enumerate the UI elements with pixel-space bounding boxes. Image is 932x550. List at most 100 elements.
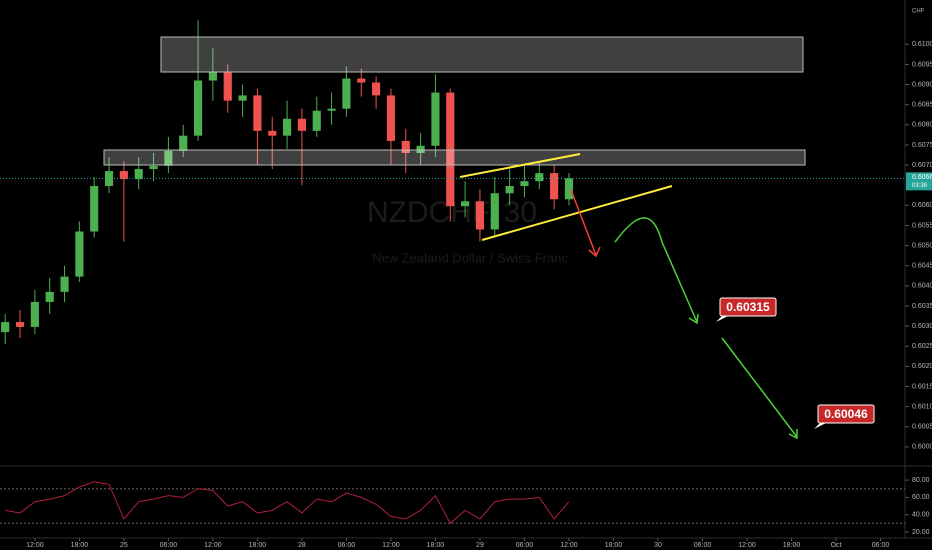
trend-line xyxy=(459,153,581,178)
current-price-label: 0.60667 xyxy=(912,174,932,181)
candle-body xyxy=(327,108,336,111)
current-price-box xyxy=(906,172,932,191)
candle-body xyxy=(505,186,514,194)
x-tick-label: 06:00 xyxy=(516,542,534,549)
resistance-zone xyxy=(160,36,804,73)
candle-body xyxy=(15,322,25,327)
candle-body xyxy=(223,72,232,101)
x-tick-label: 12:00 xyxy=(738,542,756,549)
candle-body xyxy=(179,135,188,151)
rsi-tick-label: 40.00 xyxy=(912,512,930,519)
currency: CHF xyxy=(912,9,925,15)
candle-body xyxy=(268,130,277,136)
candle-body xyxy=(238,95,247,101)
candle-body xyxy=(75,231,84,277)
x-tick-label: 29 xyxy=(476,542,484,549)
trend-line xyxy=(481,185,673,241)
x-tick-label: 06:00 xyxy=(694,542,712,549)
rsi-tick-label: 60.00 xyxy=(912,494,930,501)
x-tick-label: 06:00 xyxy=(160,542,178,549)
annotation: 0.60046 xyxy=(824,407,868,421)
x-tick-label: 25 xyxy=(120,542,128,549)
candle-body xyxy=(550,173,559,200)
candle-body xyxy=(1,322,10,333)
x-tick-label: 30 xyxy=(654,542,662,549)
annotation: 0.60315 xyxy=(726,300,770,314)
candle-body xyxy=(372,82,381,96)
candle-body xyxy=(461,201,470,207)
x-tick-label: 12:00 xyxy=(382,542,400,549)
annotation-pointer xyxy=(716,316,728,322)
annotation-pointer xyxy=(814,423,826,429)
support-zone xyxy=(103,149,806,166)
candle-body xyxy=(401,140,410,153)
candle-body xyxy=(45,291,54,302)
candle-body xyxy=(149,165,158,170)
candle-body xyxy=(253,95,262,131)
candle-body xyxy=(475,201,485,230)
candle-body xyxy=(90,186,99,232)
candle-body xyxy=(386,95,396,141)
y-tick-label: 0.60000 xyxy=(912,444,932,451)
x-tick-label: 12:00 xyxy=(26,542,44,549)
candle-body xyxy=(119,171,128,180)
annotation-box xyxy=(719,297,777,317)
x-tick-label: Oct xyxy=(831,542,842,549)
candle-body xyxy=(520,181,529,186)
marks xyxy=(1,20,574,345)
candle-body xyxy=(564,178,574,200)
x-tick-label: 12:00 xyxy=(204,542,222,549)
annotation-box xyxy=(817,404,875,424)
x-tick-label: 06:00 xyxy=(338,542,356,549)
rsi-tick-label: 20.00 xyxy=(912,529,930,536)
candle-body xyxy=(282,118,292,136)
candle-body xyxy=(357,78,366,83)
candle-body xyxy=(104,171,114,186)
watermark-subtitle: New Zealand Dollar / Swiss Franc xyxy=(372,250,568,265)
x-tick-label: 06:00 xyxy=(872,542,890,549)
candle-body xyxy=(30,301,39,327)
candle-body xyxy=(134,169,143,180)
x-tick-label: 18:00 xyxy=(249,542,267,549)
x-tick-label: 28 xyxy=(298,542,306,549)
x-tick-label: 18:00 xyxy=(427,542,445,549)
projection-arrow xyxy=(721,337,798,440)
candle-body xyxy=(446,92,455,207)
candle-body xyxy=(297,118,306,131)
countdown: 03:38 xyxy=(912,183,928,189)
candle-body xyxy=(342,78,351,109)
x-tick-label: 18:00 xyxy=(71,542,89,549)
candle-body xyxy=(312,110,321,131)
candle-body xyxy=(60,276,69,292)
x-tick-label: 12:00 xyxy=(560,542,578,549)
candle-body xyxy=(490,193,499,230)
rsi-line xyxy=(5,481,570,525)
candle-body xyxy=(535,173,544,182)
candle-body xyxy=(208,72,217,81)
candle-body xyxy=(193,80,203,136)
x-tick-label: 18:00 xyxy=(605,542,623,549)
arrow-down xyxy=(570,189,601,258)
rsi-tick-label: 80.00 xyxy=(912,477,930,484)
projection-arrow xyxy=(614,217,699,325)
